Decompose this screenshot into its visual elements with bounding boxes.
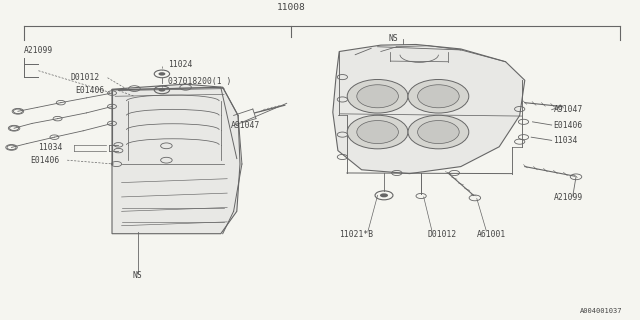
Polygon shape: [333, 44, 525, 174]
Text: E01406: E01406: [76, 86, 105, 95]
Ellipse shape: [408, 115, 468, 149]
Text: 11021*B: 11021*B: [339, 230, 373, 239]
Text: A21099: A21099: [24, 46, 54, 55]
Text: NS: NS: [132, 271, 143, 280]
Text: A91047: A91047: [554, 105, 584, 114]
Circle shape: [159, 72, 165, 76]
Text: 11034: 11034: [38, 143, 63, 152]
Polygon shape: [112, 84, 240, 234]
Text: A21099: A21099: [554, 193, 583, 203]
Ellipse shape: [347, 79, 408, 113]
Text: 037018200(1 ): 037018200(1 ): [168, 77, 231, 86]
Text: 11024: 11024: [168, 60, 192, 69]
Circle shape: [380, 193, 388, 197]
Text: D01012: D01012: [70, 73, 100, 82]
Ellipse shape: [418, 85, 460, 108]
Circle shape: [159, 88, 165, 92]
Ellipse shape: [347, 115, 408, 149]
Text: NS: NS: [388, 34, 399, 43]
Text: A91047: A91047: [230, 121, 260, 130]
Ellipse shape: [357, 85, 398, 108]
Text: E01406: E01406: [31, 156, 60, 165]
Text: 11034: 11034: [553, 136, 577, 145]
Text: E01406: E01406: [553, 121, 582, 130]
Text: A004001037: A004001037: [580, 308, 622, 314]
Ellipse shape: [418, 121, 460, 144]
Ellipse shape: [357, 121, 398, 144]
Text: A61001: A61001: [477, 230, 506, 239]
Ellipse shape: [408, 79, 468, 113]
Text: D01012: D01012: [428, 230, 457, 239]
Text: 11008: 11008: [277, 3, 305, 12]
